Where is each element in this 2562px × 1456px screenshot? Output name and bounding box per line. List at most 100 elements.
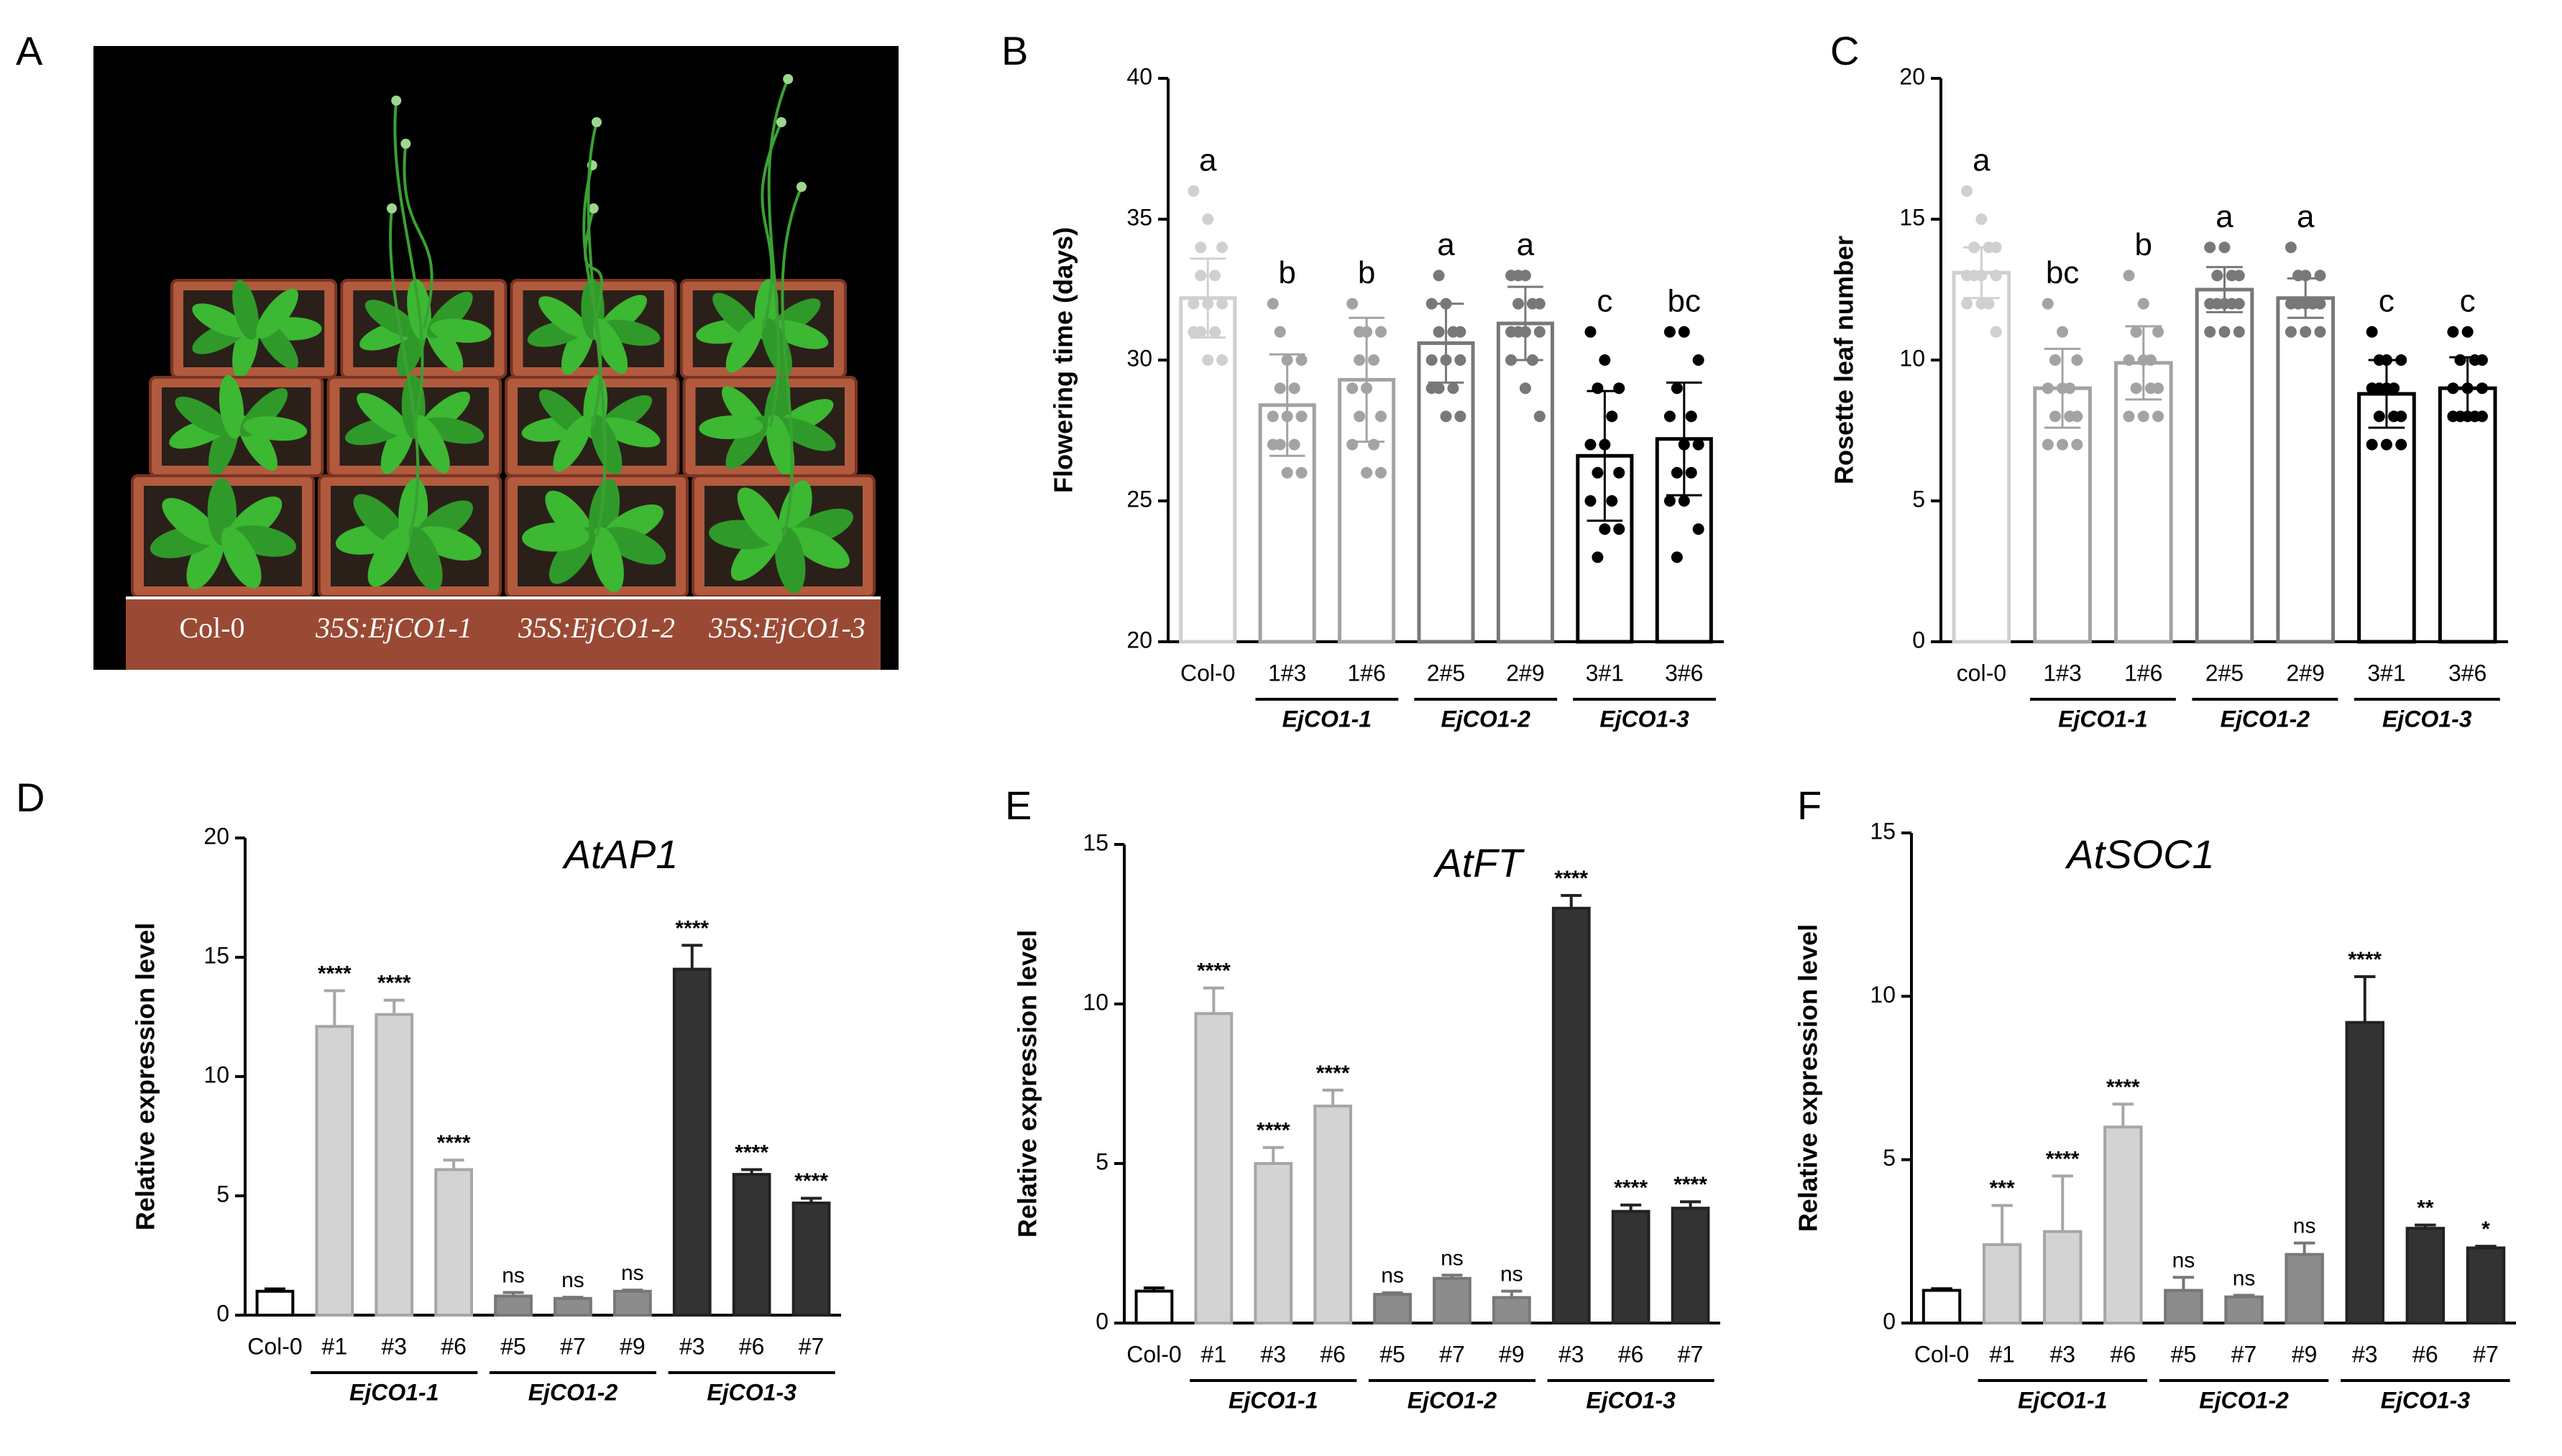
x-tick-label: #7 <box>2231 1341 2257 1367</box>
data-point <box>1440 410 1452 423</box>
data-point <box>1374 466 1387 479</box>
significance-label: ns <box>561 1268 584 1292</box>
significance-label: a <box>2297 199 2315 234</box>
data-point <box>1663 326 1676 338</box>
significance-label: **** <box>1316 1061 1350 1085</box>
y-tick-label: 25 <box>1126 486 1152 512</box>
data-point <box>1584 326 1597 338</box>
data-point <box>1209 269 1221 282</box>
leaf <box>522 522 589 552</box>
data-point <box>2137 410 2149 423</box>
data-point <box>1685 410 1697 423</box>
photo-caption: Col-0 <box>179 612 244 644</box>
bar <box>612 1289 652 1317</box>
data-point <box>2314 269 2326 282</box>
data-point <box>1267 410 1279 423</box>
data-point <box>1447 326 1459 338</box>
x-tick-label: Col-0 <box>247 1333 302 1359</box>
stem <box>403 143 433 330</box>
data-point <box>1533 410 1546 423</box>
bar <box>1671 1207 1710 1325</box>
data-point <box>2469 354 2481 366</box>
data-point <box>2226 298 2238 310</box>
data-point <box>2211 269 2223 282</box>
x-tick-label: #6 <box>441 1333 467 1359</box>
x-tick-label: #6 <box>1618 1341 1644 1367</box>
data-point <box>1433 326 1445 338</box>
flower <box>391 96 402 106</box>
data-point <box>1368 438 1380 451</box>
x-tick-label: 3#1 <box>2367 660 2405 686</box>
bar <box>2224 1295 2264 1325</box>
data-point <box>1512 269 1524 282</box>
x-tick-label: #7 <box>560 1333 586 1359</box>
group-label: EjCO1-2 <box>2221 706 2310 732</box>
data-point <box>2292 269 2305 282</box>
bar <box>2345 1020 2384 1324</box>
x-tick-label: #7 <box>1439 1341 1465 1367</box>
data-point <box>2285 326 2297 338</box>
stem <box>584 208 604 330</box>
x-tick-label: #3 <box>1260 1341 1286 1367</box>
significance-label: b <box>1358 255 1375 290</box>
x-tick-label: #3 <box>381 1333 407 1359</box>
flower <box>796 182 807 192</box>
x-tick-label: #3 <box>679 1333 705 1359</box>
data-point <box>2071 438 2083 451</box>
significance-label: **** <box>2046 1147 2080 1171</box>
significance-label: a <box>1517 227 1535 262</box>
data-point <box>1671 466 1683 479</box>
panel-letter: D <box>16 775 45 820</box>
data-point <box>2388 410 2400 423</box>
data-point <box>1216 354 1229 366</box>
data-point <box>2476 410 2488 423</box>
data-point <box>1606 410 1618 423</box>
leaf <box>364 300 419 338</box>
bar <box>375 1013 414 1317</box>
leaf <box>789 527 850 569</box>
data-point <box>2476 382 2488 395</box>
data-point <box>2130 382 2142 395</box>
data-point <box>1678 326 1690 338</box>
significance-label: **** <box>318 962 352 985</box>
leaf <box>406 527 443 591</box>
data-point <box>2285 241 2297 254</box>
bar <box>2438 386 2497 644</box>
chart-title: AtSOC1 <box>2065 831 2214 877</box>
data-point <box>1288 438 1300 451</box>
y-tick-label: 10 <box>1899 345 1925 371</box>
x-tick-label: #6 <box>2412 1341 2438 1367</box>
data-point <box>1188 185 1200 197</box>
x-tick-label: 2#5 <box>1427 660 1465 686</box>
data-point <box>2130 326 2142 338</box>
leaf <box>232 280 259 340</box>
data-point <box>1613 466 1625 479</box>
panel-letter: F <box>1797 783 1822 828</box>
significance-label: **** <box>1197 959 1231 983</box>
y-tick-label: 15 <box>1083 829 1108 855</box>
data-point <box>2366 438 2378 451</box>
bar <box>2357 392 2416 644</box>
bar <box>2103 1125 2143 1324</box>
data-point <box>1968 269 1980 282</box>
significance-label: **** <box>735 1141 768 1164</box>
leaf <box>219 375 244 439</box>
leaf <box>192 303 249 338</box>
photo-caption: 35S:EjCO1-1 <box>315 612 472 644</box>
x-tick-label: #3 <box>2049 1341 2075 1367</box>
data-point <box>1209 326 1221 338</box>
bar <box>1492 1296 1531 1324</box>
photo-caption: 35S:EjCO1-3 <box>708 612 866 644</box>
leaf <box>175 396 231 436</box>
data-point <box>2123 269 2135 282</box>
data-point <box>1599 354 1611 366</box>
significance-label: *** <box>1990 1176 2015 1200</box>
group-label: EjCO1-1 <box>1282 706 1372 732</box>
significance-label: **** <box>1554 867 1588 890</box>
data-point <box>2071 354 2083 366</box>
data-point <box>1202 213 1214 225</box>
x-tick-label: 2#9 <box>1506 660 1544 686</box>
bar <box>1433 1276 1471 1324</box>
data-point <box>1188 326 1200 338</box>
group-label: EjCO1-2 <box>1408 1387 1497 1413</box>
